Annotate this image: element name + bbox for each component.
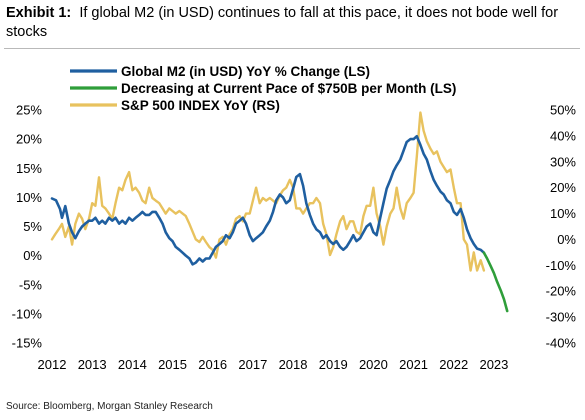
x-tick-label: 2012 xyxy=(38,357,67,372)
left-tick-label: 0% xyxy=(23,248,42,263)
right-tick-label: 30% xyxy=(550,154,576,169)
left-tick-label: 15% xyxy=(16,161,42,176)
right-axis: 50% 40% 30% 20% 10% 0% -10% -20% -30% -40% xyxy=(546,103,577,351)
x-tick-label: 2016 xyxy=(198,357,227,372)
chart-canvas: 25% 20% 15% 10% 5% 0% -5% -10% -15% 50% 40% 30% 20%… xyxy=(12,64,577,372)
x-tick-label: 2020 xyxy=(359,357,388,372)
left-tick-label: -5% xyxy=(19,277,43,292)
right-tick-label: -10% xyxy=(546,258,577,273)
x-tick-label: 2023 xyxy=(479,357,508,372)
series-line xyxy=(50,134,486,266)
x-tick-label: 2013 xyxy=(78,357,107,372)
x-tick-label: 2018 xyxy=(279,357,308,372)
series-line xyxy=(482,251,509,313)
x-axis: 2012 2013 2014 2015 2016 2017 2018 2019 2020 2021… xyxy=(38,357,509,372)
legend: Global M2 (in USD) YoY % Change (LS) Decr… xyxy=(70,64,456,113)
title-divider xyxy=(4,48,580,49)
left-axis: 25% 20% 15% 10% 5% 0% -5% -10% -15% xyxy=(12,103,43,351)
legend-label: Decreasing at Current Pace of $750B per … xyxy=(121,81,456,96)
legend-label: S&P 500 INDEX YoY (RS) xyxy=(121,98,280,113)
x-tick-label: 2015 xyxy=(158,357,187,372)
x-tick-label: 2014 xyxy=(118,357,147,372)
right-tick-label: -30% xyxy=(546,310,577,325)
left-tick-label: 10% xyxy=(16,190,42,205)
series-lines xyxy=(50,111,509,313)
right-tick-label: -20% xyxy=(546,284,577,299)
right-tick-label: 10% xyxy=(550,206,576,221)
x-tick-label: 2019 xyxy=(319,357,348,372)
left-tick-label: 20% xyxy=(16,132,42,147)
left-tick-label: 5% xyxy=(23,219,42,234)
left-tick-label: -15% xyxy=(12,336,43,351)
right-tick-label: 20% xyxy=(550,180,576,195)
x-tick-label: 2021 xyxy=(399,357,428,372)
series-line xyxy=(50,111,486,272)
source-note: Source: Bloomberg, Morgan Stanley Resear… xyxy=(6,401,213,412)
legend-label: Global M2 (in USD) YoY % Change (LS) xyxy=(121,64,370,79)
right-tick-label: 40% xyxy=(550,128,576,143)
right-tick-label: -40% xyxy=(546,336,577,351)
chart-title: Exhibit 1: If global M2 (in USD) continu… xyxy=(6,4,578,42)
title-text: If global M2 (in USD) continues to fall … xyxy=(6,5,559,40)
left-tick-label: -10% xyxy=(12,306,43,321)
x-tick-label: 2017 xyxy=(238,357,267,372)
left-tick-label: 25% xyxy=(16,103,42,118)
right-tick-label: 50% xyxy=(550,103,576,118)
exhibit-label: Exhibit 1: xyxy=(6,5,72,21)
x-tick-label: 2022 xyxy=(439,357,468,372)
right-tick-label: 0% xyxy=(557,232,576,247)
